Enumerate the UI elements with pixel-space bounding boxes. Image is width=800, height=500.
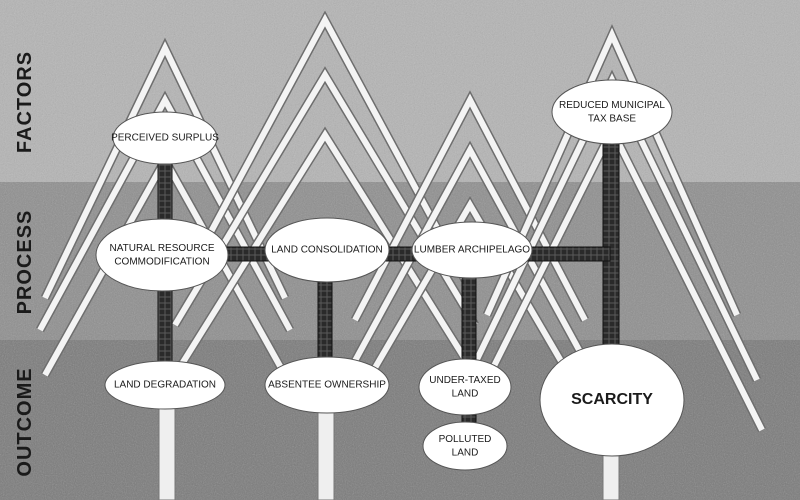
node-label: SCARCITY [571, 391, 653, 408]
node-shape [422, 421, 508, 471]
node-label: LAND DEGRADATION [114, 380, 216, 391]
node-commodification: NATURAL RESOURCE COMMODIFICATION [95, 218, 229, 292]
node-label: POLLUTED [439, 434, 492, 445]
band-label-outcome: OUTCOME [14, 367, 36, 477]
branch-mid-3 [172, 129, 478, 377]
node-shape [104, 360, 226, 410]
node-label: TAX BASE [588, 113, 636, 124]
node-label: ABSENTEE OWNERSHIP [268, 380, 386, 391]
branch-cr-3 [362, 199, 578, 387]
band-label-process: PROCESS [14, 209, 36, 315]
node-label: LAND [452, 447, 479, 458]
node-polluted-land: POLLUTED LAND [422, 421, 508, 471]
node-shape [264, 356, 390, 414]
node-land-degradation: LAND DEGRADATION [104, 360, 226, 410]
trunk-right [602, 129, 620, 361]
stem-left [158, 399, 176, 500]
node-label: REDUCED MUNICIPAL [559, 100, 665, 111]
node-label: LAND [452, 388, 479, 399]
node-shape [411, 221, 533, 279]
node-label: NATURAL RESOURCE [109, 243, 214, 254]
branch-cr-2 [347, 143, 593, 372]
node-perceived-surplus: PERCEIVED SURPLUS [111, 111, 219, 165]
branch-right-1 [484, 27, 740, 317]
node-label: UNDER-TAXED [429, 375, 500, 386]
node-reduced-tax-base: REDUCED MUNICIPAL TAX BASE [551, 79, 673, 145]
node-label: COMMODIFICATION [114, 256, 209, 267]
stem-right [602, 449, 620, 500]
node-label: PERCEIVED SURPLUS [111, 133, 219, 144]
node-label: LUMBER ARCHIPELAGO [414, 245, 530, 256]
stem-mid [317, 404, 335, 500]
node-land-consolidation: LAND CONSOLIDATION [264, 217, 390, 283]
node-absentee-ownership: ABSENTEE OWNERSHIP [264, 356, 390, 414]
band-label-factors: FACTORS [14, 50, 36, 154]
node-shape [551, 79, 673, 145]
node-shape [418, 358, 512, 416]
node-shape [95, 218, 229, 292]
node-shape [112, 111, 218, 165]
node-shape [264, 217, 390, 283]
node-lumber-archipelago: LUMBER ARCHIPELAGO [411, 221, 533, 279]
node-under-taxed-land: UNDER-TAXED LAND [418, 358, 512, 416]
node-scarcity: SCARCITY [539, 343, 685, 457]
node-shape [539, 343, 685, 457]
node-label: LAND CONSOLIDATION [271, 245, 383, 256]
